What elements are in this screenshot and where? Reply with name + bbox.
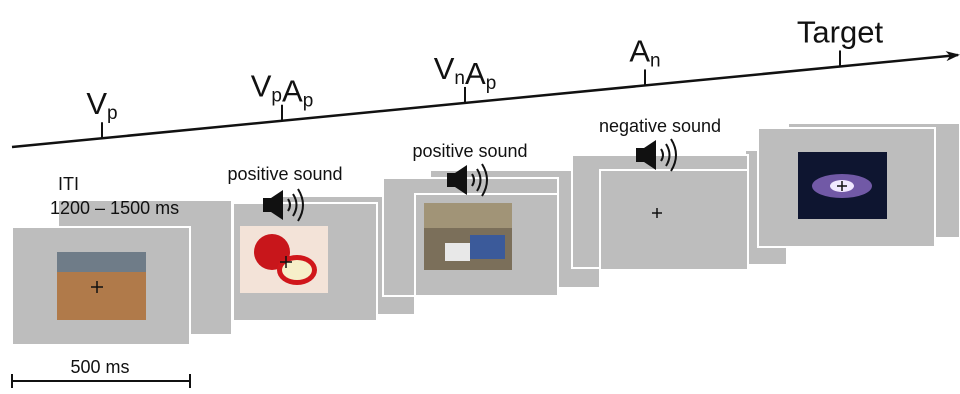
cat-image-bg bbox=[57, 252, 146, 272]
timeline-label: VnAp bbox=[434, 51, 497, 94]
sound-label: negative sound bbox=[599, 116, 721, 136]
label-main: V bbox=[251, 69, 272, 104]
timeline-label: Target bbox=[797, 14, 884, 49]
label-sub: p bbox=[303, 91, 314, 112]
label-sub: n bbox=[650, 50, 661, 71]
scale-bar-label: 500 ms bbox=[70, 357, 129, 377]
label-main: Target bbox=[797, 14, 884, 49]
label-main: A bbox=[282, 74, 303, 109]
iti-duration: 1200 – 1500 ms bbox=[50, 198, 179, 218]
label-sub: p bbox=[271, 86, 282, 107]
label-sub: p bbox=[107, 103, 118, 124]
timeline-label: Vp bbox=[86, 86, 117, 124]
label-sub: p bbox=[486, 73, 497, 94]
timeline-label: VpAp bbox=[251, 69, 314, 112]
diagram: VpVpApVnApAnTarget ITI 1200 – 1500 ms po… bbox=[0, 0, 960, 394]
label-main: V bbox=[434, 51, 455, 86]
page: VpVpApVnApAnTarget ITI 1200 – 1500 ms po… bbox=[0, 0, 960, 394]
sound-label: positive sound bbox=[227, 164, 342, 184]
iti-label: ITI bbox=[58, 174, 79, 194]
label-sub: n bbox=[454, 68, 465, 89]
screen bbox=[600, 170, 748, 270]
label-main: A bbox=[629, 33, 650, 68]
label-main: A bbox=[465, 56, 486, 91]
sound-label: positive sound bbox=[412, 141, 527, 161]
timeline-label: An bbox=[629, 33, 660, 71]
label-main: V bbox=[86, 86, 107, 121]
